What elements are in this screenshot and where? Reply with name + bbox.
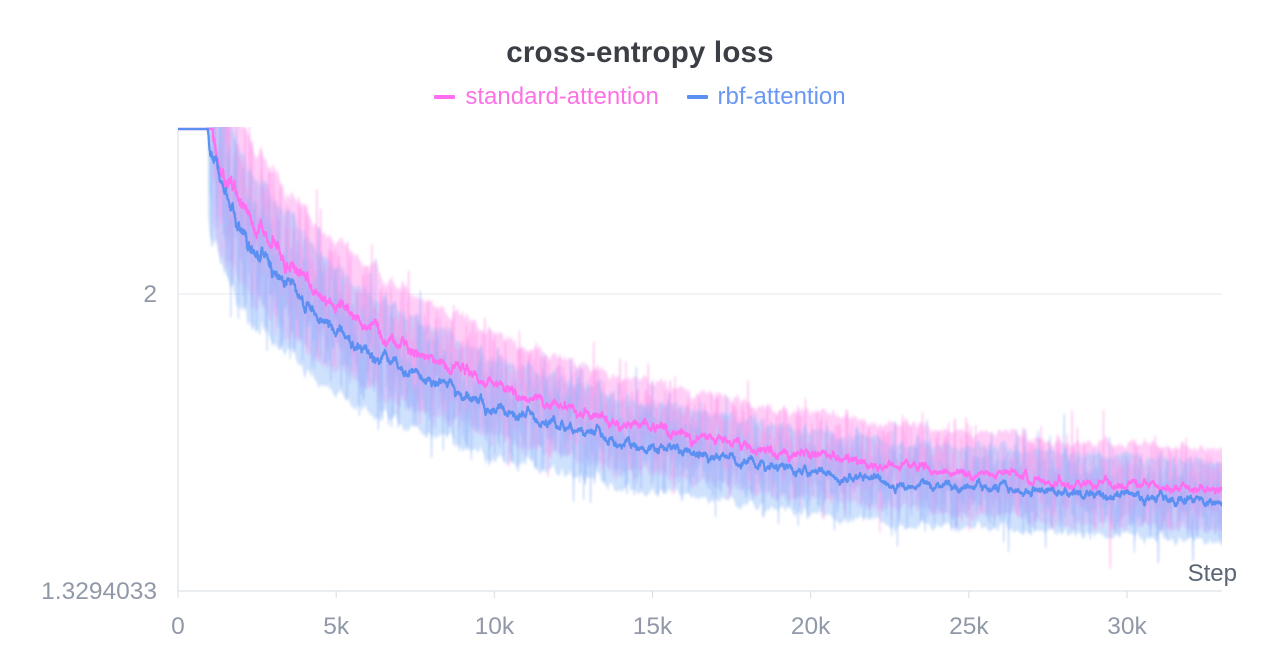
- svg-text:30k: 30k: [1107, 613, 1147, 640]
- svg-text:25k: 25k: [949, 613, 989, 640]
- svg-text:5k: 5k: [323, 613, 350, 640]
- svg-text:1.3294033: 1.3294033: [41, 578, 157, 605]
- svg-text:15k: 15k: [633, 613, 673, 640]
- svg-text:Step: Step: [1188, 560, 1237, 587]
- svg-text:2: 2: [143, 281, 157, 308]
- svg-text:0: 0: [171, 613, 185, 640]
- svg-text:20k: 20k: [791, 613, 831, 640]
- svg-text:10k: 10k: [475, 613, 515, 640]
